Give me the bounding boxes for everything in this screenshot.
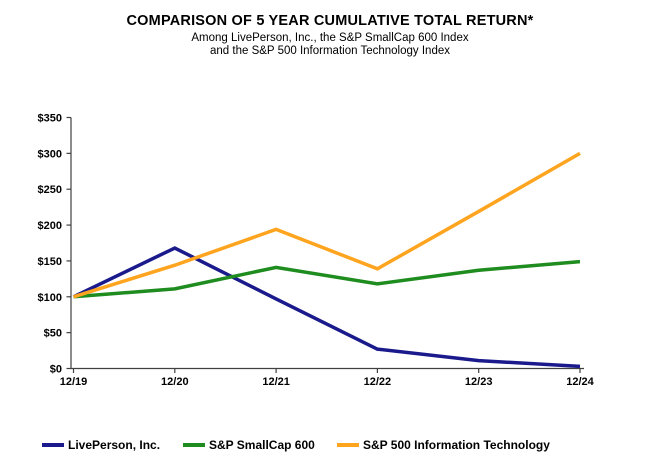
y-axis-tick-label: $200 (38, 220, 62, 232)
series-line-s-p-500-information-technology (72, 151, 581, 299)
x-axis-tick-label: 12/20 (161, 376, 189, 388)
series-line-s-p-smallcap-600 (73, 259, 581, 299)
legend-label-sp-500-information-technology: S&P 500 Information Technology (363, 438, 550, 452)
y-axis-tick-label: $300 (38, 148, 62, 160)
y-axis-tick-label: $100 (38, 292, 62, 304)
y-axis-tick-label: $150 (38, 256, 62, 268)
y-axis-tick-label: $50 (44, 328, 62, 340)
legend-item-sp-smallcap-600: S&P SmallCap 600 (183, 437, 315, 453)
chart-subtitle-line1: Among LivePerson, Inc., the S&P SmallCap… (191, 32, 469, 44)
x-axis-tick-label: 12/24 (566, 376, 594, 388)
y-axis-tick-label: $0 (50, 364, 62, 376)
chart-title: COMPARISON OF 5 YEAR CUMULATIVE TOTAL RE… (126, 13, 534, 29)
legend-label-sp-smallcap-600: S&P SmallCap 600 (209, 438, 315, 452)
legend-line-swatch-sp-smallcap-600 (183, 443, 205, 447)
legend-item-liveperson: LivePerson, Inc. (42, 437, 160, 453)
legend-line-swatch-liveperson (42, 443, 64, 447)
x-axis-tick-label: 12/19 (60, 376, 88, 388)
legend-line-swatch-sp-500-information-technology (337, 443, 359, 447)
x-axis-tick-label: 12/22 (364, 376, 392, 388)
x-axis-tick-label: 12/23 (465, 376, 493, 388)
legend-item-sp-500-information-technology: S&P 500 Information Technology (337, 437, 550, 453)
series-line-liveperson-inc (72, 246, 581, 369)
chart-subtitle-line2: and the S&P 500 Information Technology I… (210, 45, 450, 57)
y-axis-tick-label: $350 (38, 113, 62, 125)
axis-lines (70, 117, 584, 370)
x-axis-tick-label: 12/21 (262, 376, 290, 388)
y-axis-tick-label: $250 (38, 184, 62, 196)
legend-label-liveperson: LivePerson, Inc. (68, 438, 161, 452)
chart-legend: LivePerson, Inc. S&P SmallCap 600 S&P 50… (0, 437, 660, 453)
